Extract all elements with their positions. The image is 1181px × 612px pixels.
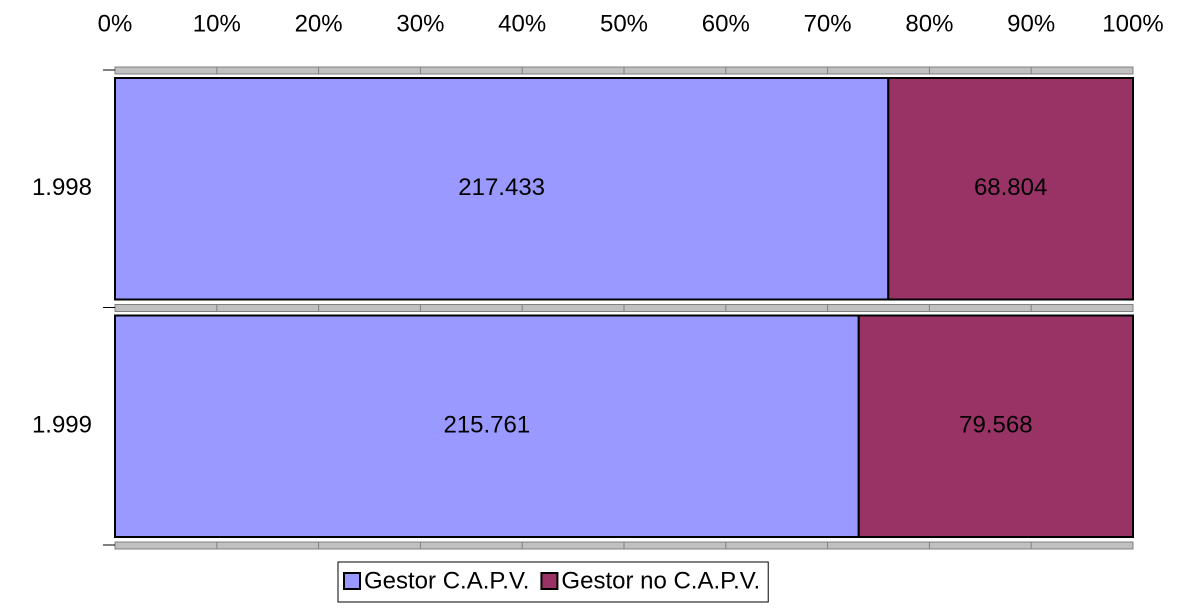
legend-label: Gestor no C.A.P.V. [561,567,760,594]
y-tick-label: 1.998 [32,174,92,201]
data-label: 217.433 [458,174,545,201]
data-label: 215.761 [443,412,530,439]
legend-label: Gestor C.A.P.V. [364,567,529,594]
bar-segment [114,314,860,538]
x-tick-label: 10% [193,10,241,37]
x-tick-label: 50% [600,10,648,37]
x-tick-label: 80% [905,10,953,37]
x-tick-label: 60% [702,10,750,37]
bar-segment [857,314,1135,538]
data-label: 68.804 [974,174,1047,201]
data-label: 79.568 [959,412,1032,439]
x-tick-label: 0% [98,10,133,37]
x-tick-label: 90% [1007,10,1055,37]
legend-swatch [540,572,559,590]
y-tick-label: 1.999 [32,412,92,439]
bar-segment [114,77,890,301]
bar-segment [887,77,1134,301]
x-tick-label: 40% [498,10,546,37]
x-tick-label: 30% [396,10,444,37]
x-tick-label: 20% [295,10,343,37]
legend-swatch [343,572,361,590]
x-tick-label: 70% [804,10,852,37]
x-tick-label: 100% [1102,10,1163,37]
